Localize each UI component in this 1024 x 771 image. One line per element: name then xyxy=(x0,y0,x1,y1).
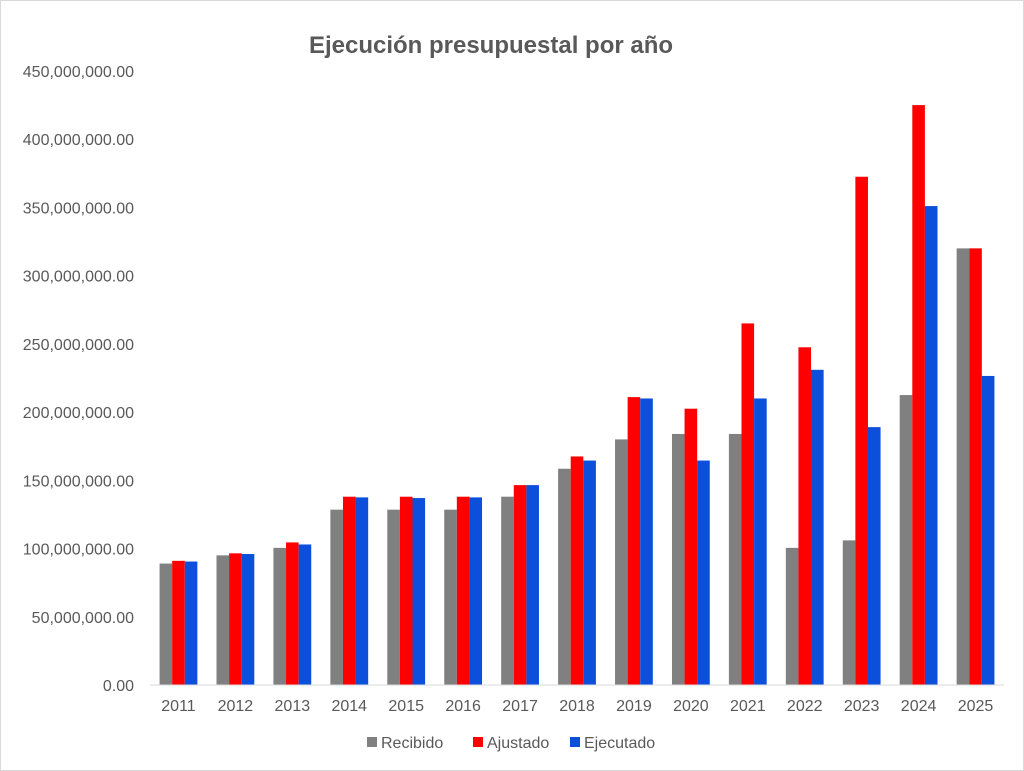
bar-ajustado-2015 xyxy=(399,496,413,685)
bar-ejecutado-2017 xyxy=(526,485,539,685)
x-tick-label: 2023 xyxy=(844,698,880,715)
bar-recibido-2020 xyxy=(671,433,685,685)
x-tick-label: 2011 xyxy=(161,698,196,715)
x-tick-label: 2022 xyxy=(787,698,823,715)
legend-label-ejecutado: Ejecutado xyxy=(584,735,655,752)
legend-label-recibido: Recibido xyxy=(381,735,443,752)
y-axis-labels: 0.00 50,000,000.00 100,000,000.00 150,000,0… xyxy=(23,64,134,695)
x-tick-label: 2018 xyxy=(559,698,595,715)
bar-ajustado-2025 xyxy=(969,248,982,685)
bar-recibido-2024 xyxy=(899,395,913,685)
x-tick-label: 2024 xyxy=(901,698,937,715)
x-tick-label: 2019 xyxy=(616,698,652,715)
bar-ejecutado-2020 xyxy=(697,460,710,685)
bar-recibido-2015 xyxy=(387,509,400,685)
y-tick-label: 150,000,000.00 xyxy=(23,473,134,490)
bar-recibido-2025 xyxy=(956,248,970,685)
bar-ejecutado-2023 xyxy=(867,427,881,685)
y-tick-label: 400,000,000.00 xyxy=(23,132,134,149)
y-tick-label: 50,000,000.00 xyxy=(32,610,134,627)
bar-recibido-2012 xyxy=(216,555,230,685)
bar-ejecutado-2024 xyxy=(924,206,938,685)
bar-ejecutado-2013 xyxy=(298,544,312,685)
bar-recibido-2019 xyxy=(615,439,628,685)
x-tick-label: 2025 xyxy=(958,698,994,715)
bar-recibido-2022 xyxy=(785,547,799,685)
legend-swatch-recibido xyxy=(367,737,377,747)
bar-ajustado-2011 xyxy=(172,560,185,685)
legend: Recibido Ajustado Ejecutado xyxy=(367,735,655,752)
x-tick-label: 2020 xyxy=(673,698,709,715)
legend-swatch-ejecutado xyxy=(570,737,580,747)
bar-ajustado-2019 xyxy=(627,397,641,685)
chart-title: Ejecución presupuestal por año xyxy=(309,32,673,59)
y-tick-label: 200,000,000.00 xyxy=(23,405,134,422)
x-tick-label: 2013 xyxy=(275,698,311,715)
x-tick-label: 2014 xyxy=(331,698,367,715)
bar-ejecutado-2021 xyxy=(754,398,767,685)
bar-ajustado-2021 xyxy=(741,323,755,685)
bar-ajustado-2020 xyxy=(684,408,698,685)
y-tick-label: 250,000,000.00 xyxy=(23,337,134,354)
bar-ejecutado-2022 xyxy=(811,369,824,685)
y-tick-label: 300,000,000.00 xyxy=(23,269,134,286)
bar-ajustado-2017 xyxy=(513,485,527,685)
bar-ajustado-2022 xyxy=(798,347,812,685)
y-tick-label: 100,000,000.00 xyxy=(23,542,134,559)
bars xyxy=(159,105,995,686)
bar-ejecutado-2015 xyxy=(412,498,426,685)
x-tick-label: 2017 xyxy=(502,698,538,715)
bar-ejecutado-2019 xyxy=(640,398,653,685)
bar-ejecutado-2016 xyxy=(469,497,483,685)
bar-ejecutado-2025 xyxy=(981,375,995,685)
bar-ejecutado-2012 xyxy=(241,554,255,685)
bar-ejecutado-2014 xyxy=(355,497,369,685)
bar-ajustado-2012 xyxy=(229,553,242,685)
x-tick-label: 2012 xyxy=(218,698,254,715)
bar-recibido-2021 xyxy=(728,433,742,685)
bar-recibido-2016 xyxy=(444,509,457,685)
bar-ajustado-2018 xyxy=(570,456,584,685)
bar-recibido-2013 xyxy=(273,547,287,685)
y-tick-label: 350,000,000.00 xyxy=(23,200,134,217)
bar-ajustado-2024 xyxy=(912,105,925,686)
bar-recibido-2018 xyxy=(558,468,571,685)
bar-recibido-2011 xyxy=(159,563,173,685)
bar-recibido-2014 xyxy=(330,509,343,685)
x-tick-label: 2021 xyxy=(730,698,766,715)
x-tick-label: 2015 xyxy=(388,698,424,715)
bar-ejecutado-2018 xyxy=(583,460,596,685)
legend-label-ajustado: Ajustado xyxy=(487,735,549,752)
bar-ejecutado-2011 xyxy=(184,561,198,685)
bar-recibido-2023 xyxy=(842,540,856,685)
legend-swatch-ajustado xyxy=(473,737,483,747)
bar-ajustado-2016 xyxy=(456,496,470,685)
bar-ajustado-2014 xyxy=(342,496,356,685)
x-axis-labels: 2011 2012 2013 2014 2015 2016 2017 2018 2019 2020… xyxy=(161,698,993,715)
bar-recibido-2017 xyxy=(501,496,514,685)
bar-ajustado-2013 xyxy=(286,542,299,685)
y-tick-label: 450,000,000.00 xyxy=(23,64,134,81)
bar-ajustado-2023 xyxy=(855,176,868,686)
x-tick-label: 2016 xyxy=(445,698,481,715)
y-tick-label: 0.00 xyxy=(103,678,134,695)
